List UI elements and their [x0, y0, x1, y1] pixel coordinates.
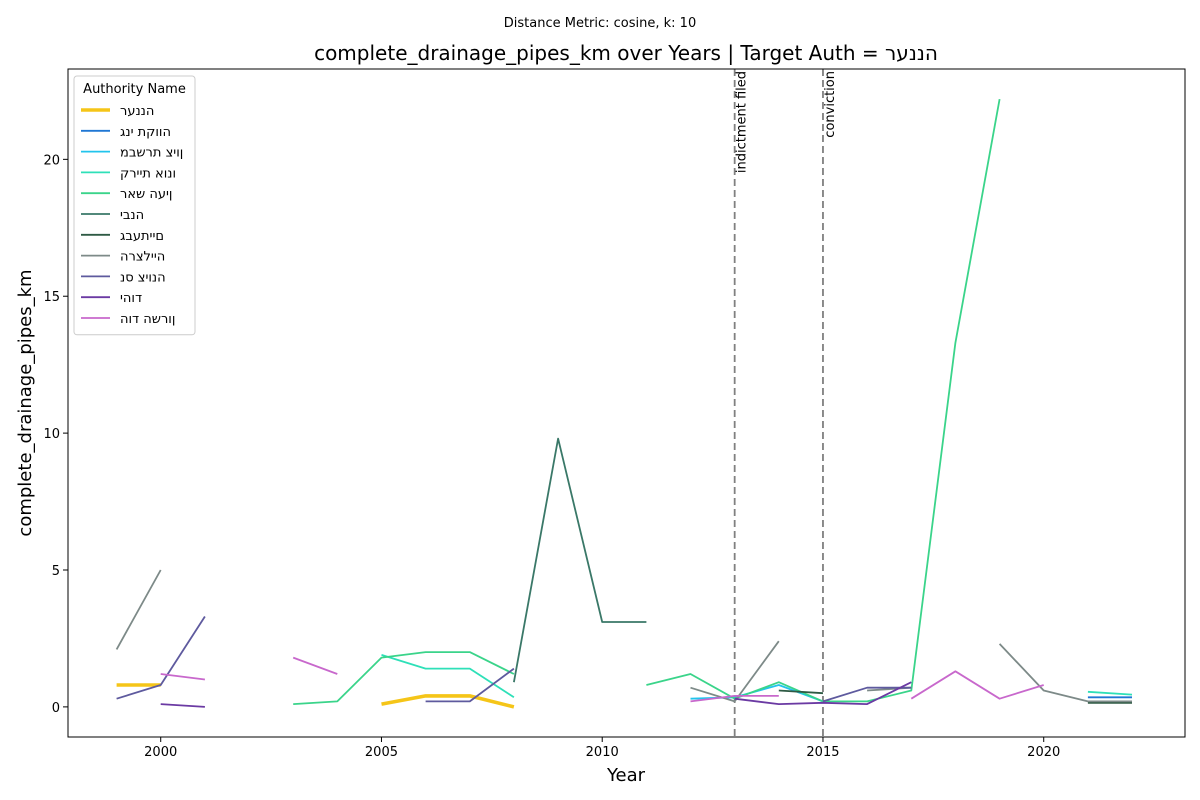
- event-markers: indictment filed conviction: [733, 69, 838, 737]
- legend-label: הנבי: [120, 208, 144, 223]
- legend-label: םייתעבג: [120, 229, 164, 244]
- legend-label: היילצרה: [120, 250, 165, 265]
- series-line-8: [116, 616, 912, 703]
- x-tick-label: 2020: [1027, 745, 1060, 760]
- legend-title: Authority Name: [83, 82, 186, 97]
- legend-label: הנויצ סנ: [120, 270, 166, 285]
- y-axis-ticks: 0 5 10 15 20: [43, 153, 68, 716]
- x-tick-label: 2005: [365, 745, 398, 760]
- legend-label: דוהי: [120, 291, 142, 306]
- series-line-5: [513, 437, 647, 683]
- y-tick-label: 10: [43, 427, 60, 442]
- legend-label: ןורשה דוה: [120, 312, 175, 327]
- x-axis-ticks: 2000 2005 2010 2015 2020: [144, 737, 1060, 760]
- x-tick-label: 2015: [806, 745, 839, 760]
- y-tick-label: 0: [52, 701, 60, 716]
- chart-title: complete_drainage_pipes_km over Years | …: [314, 41, 938, 65]
- plot-area: [68, 69, 1185, 737]
- y-tick-label: 20: [43, 153, 60, 168]
- x-tick-label: 2000: [144, 745, 177, 760]
- series-line-0: [116, 683, 515, 709]
- legend-label: ונוא תיירק: [120, 166, 176, 181]
- legend-box: [73, 75, 196, 336]
- series-line-9: [160, 681, 912, 708]
- x-axis-label: Year: [606, 765, 646, 786]
- plot-frame: [67, 68, 1186, 738]
- y-tick-label: 5: [52, 564, 60, 579]
- event-label: indictment filed: [735, 71, 750, 173]
- series-lines: [115, 98, 1133, 709]
- legend-label: ןויצ תרשבמ: [120, 146, 183, 161]
- event-label: conviction: [823, 71, 838, 138]
- series-line-3: [381, 654, 1133, 699]
- legend-label: ןיעה שאר: [120, 187, 172, 202]
- legend-label: הווקת ינג: [120, 125, 171, 140]
- series-line-7: [115, 569, 1132, 703]
- legend: Authority Name הננער הווקת ינג ןויצ תרשבמ ונ…: [73, 75, 196, 336]
- series-line-10: [160, 656, 1044, 703]
- chart-suptitle: Distance Metric: cosine, k: 10: [504, 16, 696, 31]
- y-tick-label: 15: [43, 290, 60, 305]
- x-tick-label: 2010: [586, 745, 619, 760]
- y-axis-label: complete_drainage_pipes_km: [15, 269, 36, 536]
- series-line-6: [778, 689, 1132, 704]
- legend-label: הננער: [120, 104, 154, 119]
